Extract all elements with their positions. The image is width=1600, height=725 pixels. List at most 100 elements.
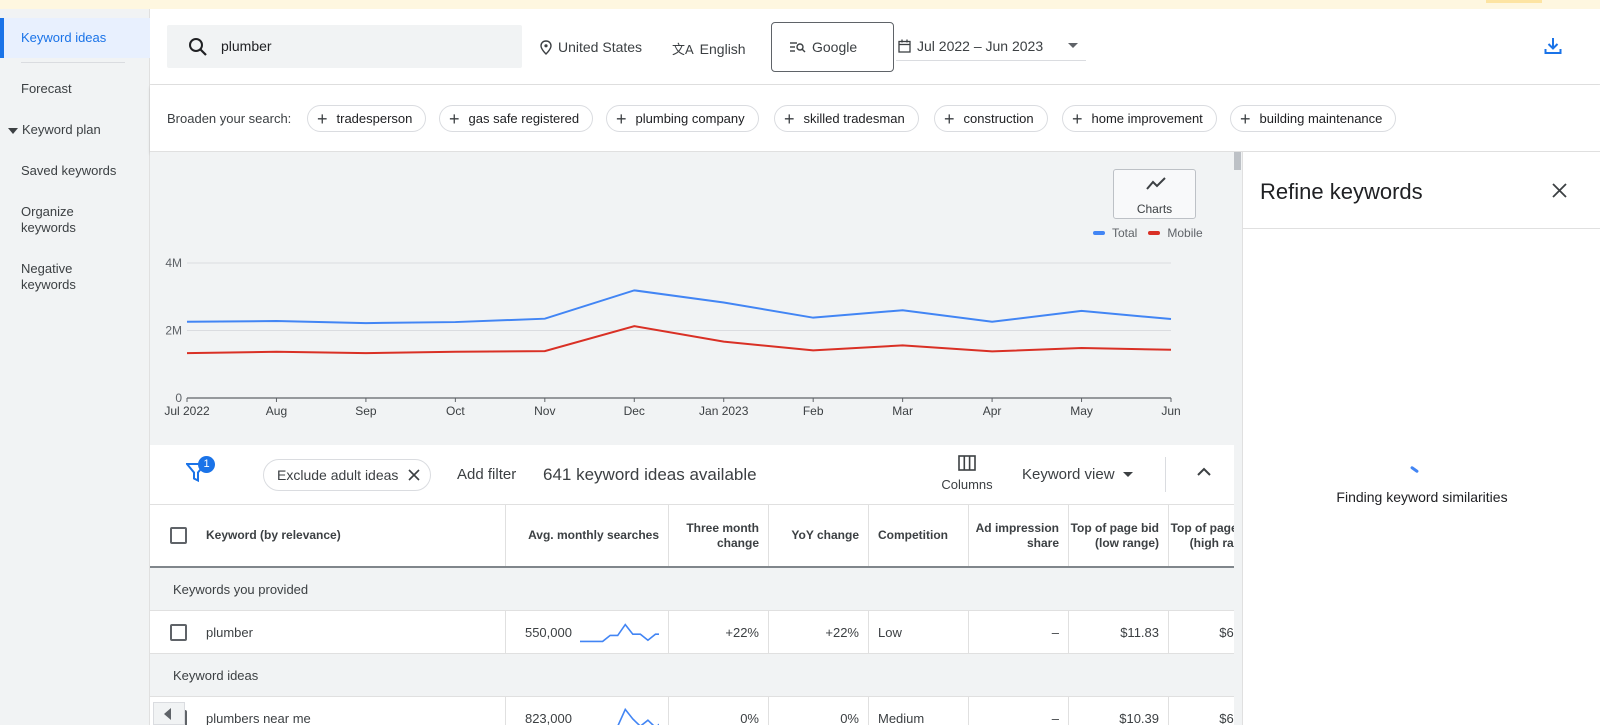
section-keywords-provided: Keywords you provided [150,568,1234,611]
column-header-three-month[interactable]: Three month change [669,505,769,566]
date-range-selector[interactable]: Jul 2022 – Jun 2023 [896,31,1086,61]
chip-label: skilled tradesman [803,111,905,126]
scroll-left-button[interactable] [153,702,185,725]
language-label: English [699,40,746,57]
x-tick-label: Apr [983,404,1002,418]
three-month-cell: +22% [669,611,769,654]
sidebar-item-label: Keyword plan [22,122,101,137]
download-icon[interactable] [1543,36,1563,56]
plus-icon: + [616,108,627,129]
trend-sparkline [579,622,659,642]
broaden-search-bar: Broaden your search: + tradesperson + gas … [150,85,1600,152]
sidebar-item-negative-keywords[interactable]: Negative keywords [21,261,76,292]
close-icon[interactable] [408,469,420,481]
top-bar: plumber United States 文A English Google … [150,9,1600,85]
sparkline-path [579,622,659,642]
x-tick-label: Jan 2023 [699,404,749,418]
scrollbar-thumb[interactable] [1234,152,1241,170]
close-icon[interactable] [1552,183,1567,198]
chip-label: tradesperson [336,111,413,126]
panel-divider [1243,228,1600,229]
series-line-mobile [186,325,1172,355]
chip-label: Exclude adult ideas [277,467,399,483]
column-header-bid-high[interactable]: Top of page bid (high range) [1169,505,1234,566]
x-tick-label: Dec [624,404,645,418]
sidebar-item-saved-keywords[interactable]: Saved keywords [21,163,117,178]
plus-icon: + [944,108,955,129]
table-row[interactable]: plumber 550,000 +22% +22% Low – $11.83 $… [150,611,1234,654]
x-tick-label: Jun [1161,404,1180,418]
column-header-avg-searches[interactable]: Avg. monthly searches [506,505,669,566]
sidebar-item-keyword-plan[interactable]: Keyword plan [0,122,150,138]
broaden-chip[interactable]: + tradesperson [307,105,427,132]
competition-cell: Medium [869,697,969,725]
trend-line-icon [1146,177,1166,190]
chevron-down-icon [8,127,18,134]
x-tick-label: Nov [534,404,555,418]
impression-share-cell: – [969,697,1069,725]
x-tick-label: Oct [446,404,465,418]
add-filter-button[interactable]: Add filter [457,466,517,483]
chevron-down-icon [1122,472,1133,477]
sidebar-item-forecast[interactable]: Forecast [21,81,72,96]
plus-icon: + [1072,108,1083,129]
search-input[interactable]: plumber [167,25,522,68]
location-selector[interactable]: United States [540,39,642,55]
notification-button[interactable] [1486,0,1542,3]
line-chart: 0 2M 4M Jul 2022 Aug Sep Oct Nov Dec Jan 2023 Feb M… [164,256,1180,418]
broaden-chip[interactable]: + gas safe registered [439,105,594,132]
chip-label: home improvement [1091,111,1203,126]
sparkline-path [609,707,659,725]
sidebar-divider [21,62,125,63]
chevron-down-icon [1068,43,1078,48]
broaden-chip[interactable]: + skilled tradesman [774,105,919,132]
column-header-impression-share[interactable]: Ad impression share [969,505,1069,566]
vertical-scrollbar[interactable] [1234,152,1242,725]
y-tick-label: 2M [165,324,182,338]
chevron-left-icon [164,708,171,720]
charts-button-label: Charts [1136,202,1173,216]
bid-low-cell: $11.83 [1069,611,1169,654]
competition-cell: Low [869,611,969,654]
sidebar-item-keyword-ideas[interactable]: Keyword ideas [0,18,150,58]
table-row[interactable]: plumbers near me 823,000 0% 0% Medium – … [150,697,1234,725]
network-selector[interactable]: Google [771,22,894,72]
bid-high-cell: $69.80 [1169,697,1234,725]
broaden-chip[interactable]: + building maintenance [1230,105,1397,132]
charts-button[interactable]: Charts [1113,169,1196,219]
refine-keywords-panel: Refine keywords Finding keyword similari… [1242,152,1600,725]
legend-label-mobile: Mobile [1167,226,1203,240]
row-checkbox[interactable] [170,624,187,641]
y-tick-label: 4M [165,256,182,270]
columns-button[interactable]: Columns [937,455,997,492]
loading-status: Finding keyword similarities [1336,489,1508,505]
yoy-cell: +22% [769,611,869,654]
language-selector[interactable]: 文A English [672,39,746,58]
column-header-yoy[interactable]: YoY change [769,505,869,566]
broaden-chip[interactable]: + plumbing company [606,105,759,132]
plus-icon: + [449,108,460,129]
translate-icon: 文A [672,42,694,57]
filter-bar: 1 Exclude adult ideas Add filter 641 key… [150,445,1234,505]
column-header-bid-low[interactable]: Top of page bid (low range) [1069,505,1169,566]
table-header: Keyword (by relevance) Avg. monthly sear… [150,505,1234,568]
chevron-up-icon[interactable] [1196,467,1212,477]
keyword-view-dropdown[interactable]: Keyword view [1022,466,1133,483]
sidebar-item-organize-keywords[interactable]: Organize keywords [21,204,76,235]
broaden-chip[interactable]: + home improvement [1062,105,1217,132]
calendar-icon [898,39,911,53]
legend-swatch-mobile [1148,231,1161,235]
plus-icon: + [317,108,328,129]
exclude-adult-chip[interactable]: Exclude adult ideas [263,459,432,491]
broaden-label: Broaden your search: [167,111,292,126]
keyword-cell: plumbers near me [197,697,506,725]
broaden-chip[interactable]: + construction [934,105,1048,132]
location-label: United States [558,39,643,55]
legend-swatch-total [1093,231,1105,235]
column-header-competition[interactable]: Competition [869,505,969,566]
loading-spinner-icon [1409,465,1420,474]
column-header-keyword[interactable]: Keyword (by relevance) [197,505,506,566]
select-all-checkbox[interactable] [170,527,187,544]
x-tick-label: Feb [803,404,824,418]
keyword-cell: plumber [197,611,506,654]
